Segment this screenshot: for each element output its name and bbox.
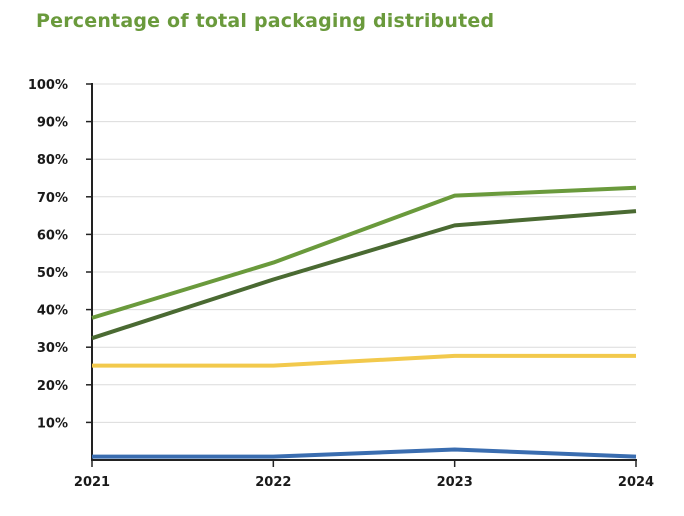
y-tick-label: 40% xyxy=(37,304,68,319)
x-tick-label: 2023 xyxy=(437,475,473,490)
y-tick-label: 20% xyxy=(37,379,68,394)
series-line-2 xyxy=(91,209,637,341)
y-tick-label: 10% xyxy=(37,416,68,431)
x-axis-tick-labels: 2021 2022 2023 2024 xyxy=(74,475,654,490)
series-line-4 xyxy=(92,447,637,459)
y-tick-label: 60% xyxy=(37,228,68,243)
y-tick-label: 50% xyxy=(37,266,68,281)
y-axis-tick-labels: 10% 20% 30% 40% 50% 60% 70% 80% 90% 100% xyxy=(28,78,68,431)
chart-title: Percentage of total packaging distribute… xyxy=(36,10,495,32)
x-tick-label: 2021 xyxy=(74,475,110,490)
y-tick-label: 90% xyxy=(37,116,68,131)
x-tick-label: 2022 xyxy=(255,475,291,490)
y-tick-label: 80% xyxy=(37,153,68,168)
series-lines xyxy=(91,185,637,459)
y-tick-label: 100% xyxy=(28,78,68,93)
series-line-1 xyxy=(91,185,637,320)
gridlines xyxy=(92,83,636,423)
x-tick-label: 2024 xyxy=(618,475,654,490)
y-tick-label: 70% xyxy=(37,191,68,206)
series-line-3 xyxy=(92,353,636,368)
axes xyxy=(86,83,637,467)
y-tick-label: 30% xyxy=(37,341,68,356)
